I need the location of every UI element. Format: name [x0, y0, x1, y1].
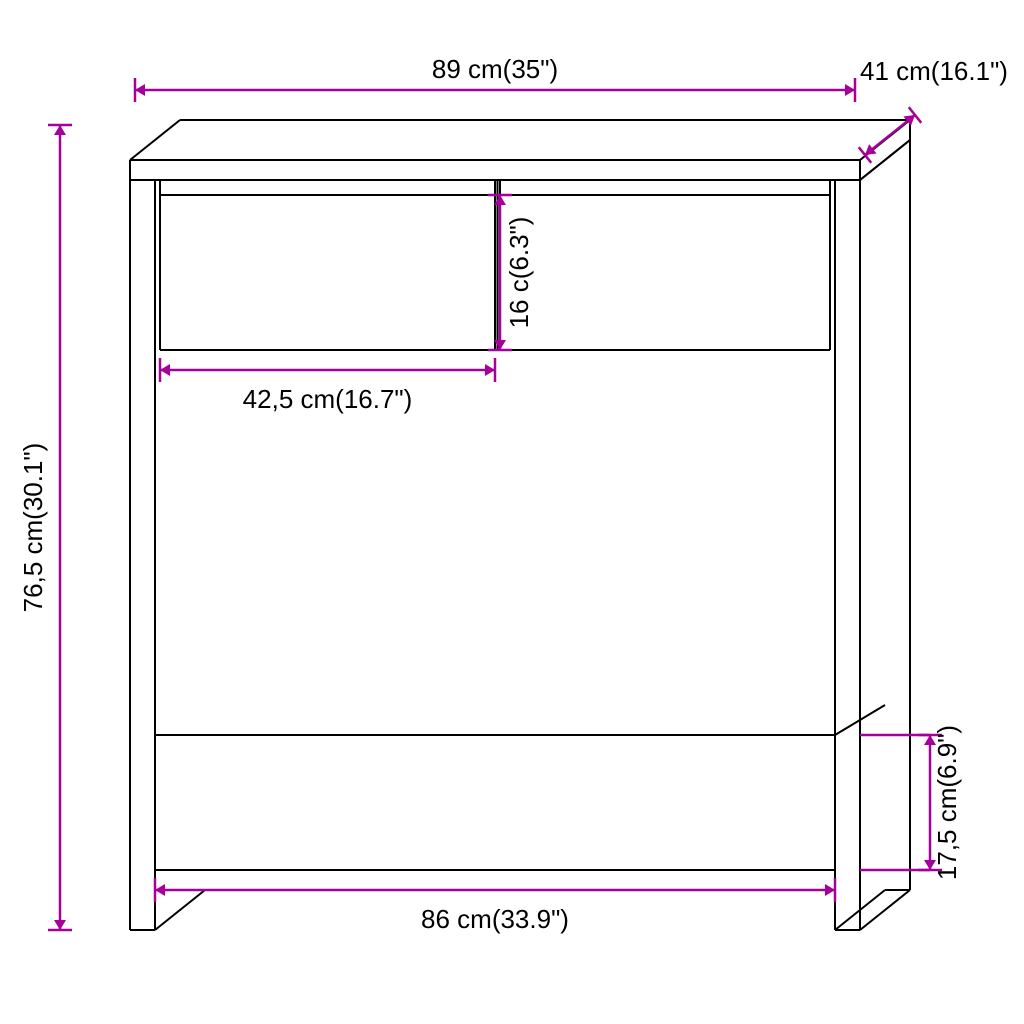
svg-text:42,5 cm(16.7"): 42,5 cm(16.7")	[243, 384, 413, 414]
svg-text:89 cm(35"): 89 cm(35")	[432, 54, 558, 84]
svg-text:76,5 cm(30.1"): 76,5 cm(30.1")	[18, 443, 48, 613]
svg-text:86 cm(33.9"): 86 cm(33.9")	[421, 904, 569, 934]
svg-text:17,5 cm(6.9"): 17,5 cm(6.9")	[932, 725, 962, 880]
svg-text:41 cm(16.1"): 41 cm(16.1")	[860, 56, 1008, 86]
furniture-dimension-diagram: 89 cm(35") 41 cm(16.1") 76,5 cm(30.1") 42,5…	[0, 0, 1024, 1024]
svg-text:16 c(6.3"): 16 c(6.3")	[504, 217, 534, 329]
